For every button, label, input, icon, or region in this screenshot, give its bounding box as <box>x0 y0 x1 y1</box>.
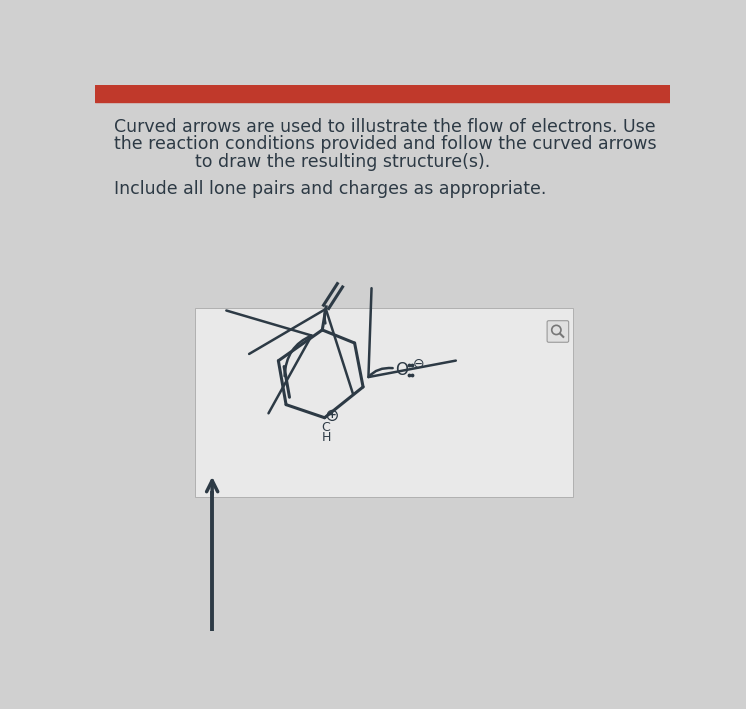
FancyBboxPatch shape <box>547 320 568 342</box>
Bar <box>195 308 572 497</box>
Text: O: O <box>395 361 408 379</box>
Text: +: + <box>328 411 336 420</box>
FancyArrowPatch shape <box>369 288 456 377</box>
Text: Curved arrows are used to illustrate the flow of electrons. Use: Curved arrows are used to illustrate the… <box>114 118 656 135</box>
Text: H: H <box>322 431 330 445</box>
Text: Include all lone pairs and charges as appropriate.: Include all lone pairs and charges as ap… <box>114 180 547 198</box>
Text: the reaction conditions provided and follow the curved arrows: the reaction conditions provided and fol… <box>114 135 657 153</box>
Text: to draw the resulting structure(s).: to draw the resulting structure(s). <box>195 153 490 171</box>
FancyArrowPatch shape <box>226 311 312 413</box>
Bar <box>95 85 670 102</box>
Text: C: C <box>322 421 330 434</box>
Text: ⊖: ⊖ <box>413 357 424 371</box>
FancyArrowPatch shape <box>249 309 353 393</box>
